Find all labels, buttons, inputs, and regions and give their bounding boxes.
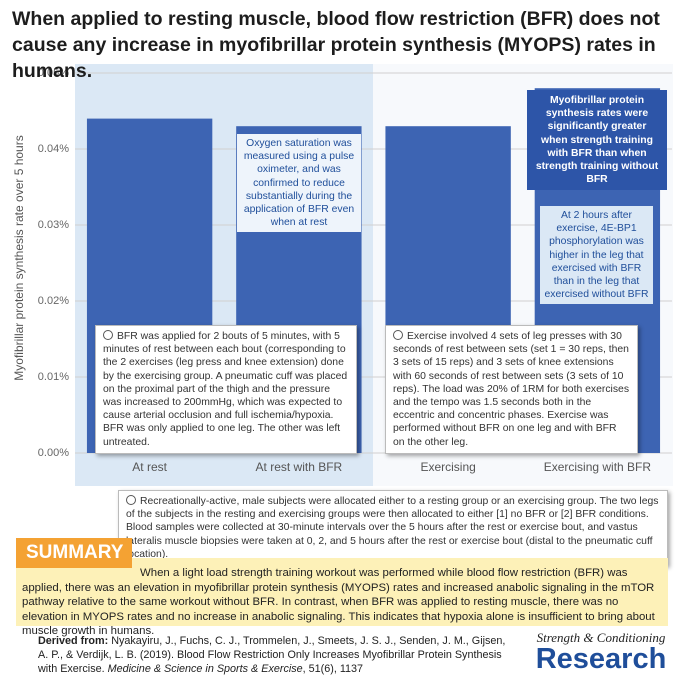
y-tick-label: 0.05%	[38, 67, 69, 79]
x-tick-label: At rest	[132, 460, 167, 474]
x-tick-label: At rest with BFR	[256, 460, 343, 474]
summary-text: When a light load strength training work…	[22, 567, 655, 638]
chart-title: When applied to resting muscle, blood fl…	[12, 8, 660, 82]
annotation: BFR was applied for 2 bouts of 5 minutes…	[103, 331, 348, 448]
citation-journal: Medicine & Science in Sports & Exercise	[107, 663, 303, 675]
logo-main: Research	[535, 643, 667, 675]
citation: Derived from: Nyakayiru, J., Fuchs, C. J…	[38, 634, 508, 676]
y-tick-label: 0.02%	[38, 295, 69, 307]
method-note: BFR was applied for 2 bouts of 5 minutes…	[95, 325, 357, 454]
x-tick-label: Exercising with BFR	[544, 460, 652, 474]
annotation: Exercise involved 4 sets of leg presses …	[393, 331, 630, 448]
citation-volume: , 51(6), 1137	[302, 663, 364, 675]
citation-text: Nyakayiru, J., Fuchs, C. J., Trommelen, …	[38, 635, 506, 675]
citation-label: Derived from:	[38, 635, 109, 647]
method-note: Exercise involved 4 sets of leg presses …	[385, 325, 638, 454]
annotation: Myofibrillar protein synthesis rates wer…	[527, 90, 667, 191]
annotation: At 2 hours after exercise, 4E-BP1 phosph…	[540, 206, 653, 305]
method-note: Recreationally-active, male subjects wer…	[118, 490, 668, 567]
y-axis-label: Myofibrillar protein synthesis rate over…	[12, 135, 26, 380]
y-tick-label: 0.00%	[38, 447, 69, 459]
summary-heading: SUMMARY	[16, 538, 132, 568]
y-tick-label: 0.01%	[38, 371, 69, 383]
y-tick-label: 0.04%	[38, 143, 69, 155]
summary-panel	[16, 558, 668, 626]
annotation: Recreationally-active, male subjects wer…	[126, 496, 659, 560]
x-tick-label: Exercising	[420, 460, 475, 474]
icon	[126, 495, 136, 505]
logo-top: Strength & Conditioning	[536, 630, 666, 645]
y-tick-label: 0.03%	[38, 219, 69, 231]
icon	[393, 330, 403, 340]
icon	[103, 330, 113, 340]
annotation: Oxygen saturation was measured using a p…	[237, 134, 361, 233]
